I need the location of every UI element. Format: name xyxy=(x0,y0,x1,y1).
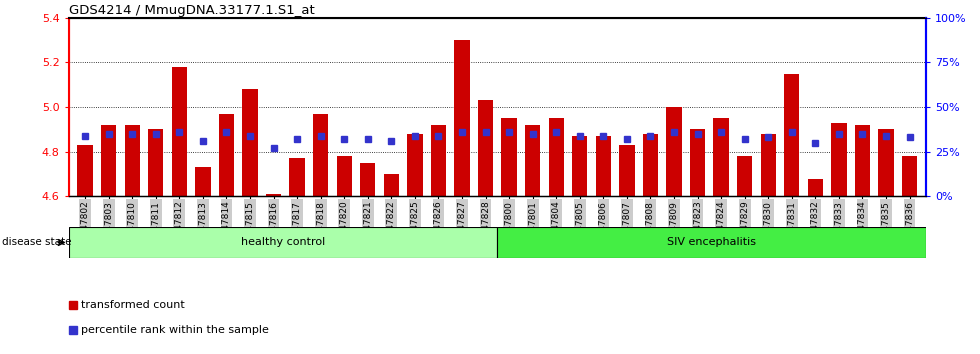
Bar xyxy=(69,227,498,258)
Bar xyxy=(266,194,281,196)
Bar xyxy=(289,159,305,196)
Text: SIV encephalitis: SIV encephalitis xyxy=(667,238,757,247)
Bar xyxy=(384,174,399,196)
Bar xyxy=(831,123,847,196)
Bar xyxy=(336,156,352,196)
Text: GDS4214 / MmugDNA.33177.1.S1_at: GDS4214 / MmugDNA.33177.1.S1_at xyxy=(69,4,315,17)
Text: disease state: disease state xyxy=(2,238,72,247)
Bar xyxy=(101,125,117,196)
Bar xyxy=(408,134,422,196)
Bar xyxy=(478,101,493,196)
Bar xyxy=(455,40,469,196)
Text: healthy control: healthy control xyxy=(241,238,325,247)
Bar xyxy=(596,136,611,196)
Bar xyxy=(784,74,800,196)
Bar xyxy=(737,156,753,196)
Bar xyxy=(502,118,516,196)
Bar xyxy=(855,125,870,196)
Bar xyxy=(760,134,776,196)
Bar xyxy=(172,67,187,196)
Bar xyxy=(808,179,823,196)
Bar xyxy=(360,163,375,196)
Bar xyxy=(242,89,258,196)
Bar xyxy=(666,107,682,196)
Bar xyxy=(148,130,164,196)
Bar xyxy=(219,114,234,196)
Bar xyxy=(525,125,540,196)
Bar xyxy=(572,136,587,196)
Text: transformed count: transformed count xyxy=(81,300,184,310)
Bar xyxy=(77,145,93,196)
Bar xyxy=(690,130,706,196)
Bar xyxy=(902,156,917,196)
Text: percentile rank within the sample: percentile rank within the sample xyxy=(81,325,269,335)
Bar xyxy=(619,145,635,196)
Bar xyxy=(124,125,140,196)
Bar xyxy=(431,125,446,196)
Bar xyxy=(713,118,729,196)
Bar xyxy=(878,130,894,196)
Bar xyxy=(195,167,211,196)
Bar xyxy=(498,227,926,258)
Bar xyxy=(643,134,659,196)
Bar xyxy=(549,118,564,196)
Bar xyxy=(313,114,328,196)
